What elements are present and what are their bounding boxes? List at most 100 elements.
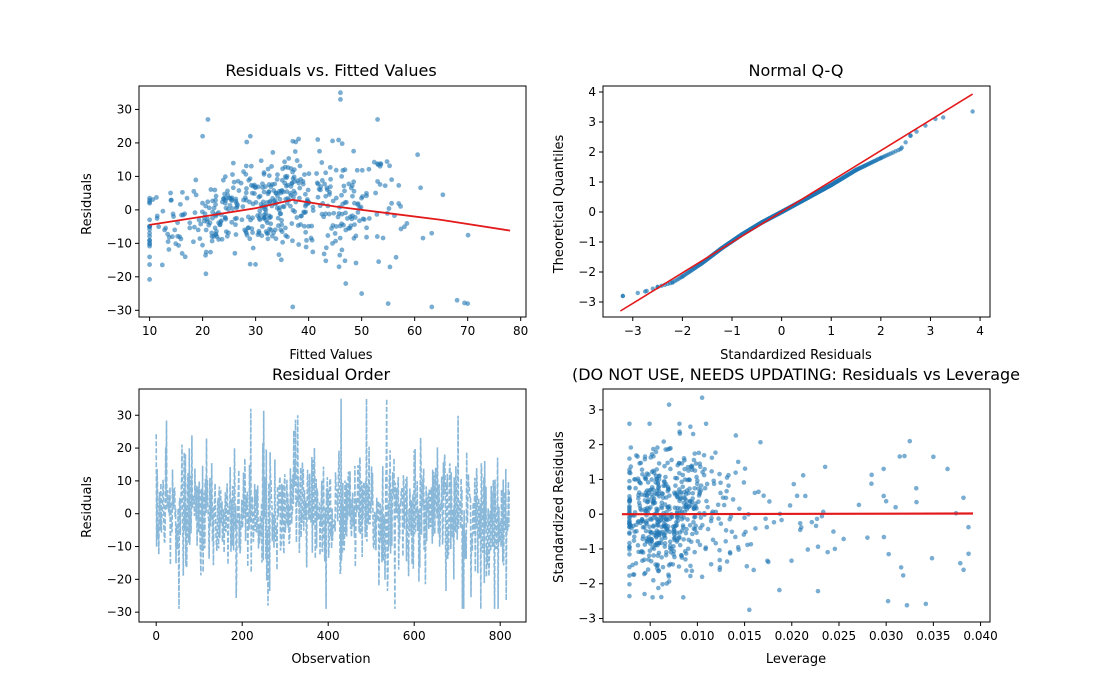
data-point (231, 179, 237, 185)
data-point (685, 546, 691, 552)
y-tick-label: 0 (124, 507, 132, 521)
data-point (328, 176, 334, 182)
data-point (286, 156, 292, 161)
data-point (233, 198, 239, 204)
data-point (247, 176, 253, 181)
data-point (711, 481, 717, 487)
data-point (302, 191, 308, 197)
data-point (198, 221, 204, 227)
data-point (748, 542, 754, 547)
plot-area: 0 200 400 600 800 −30 −20 −10 0 10 20 30 (107, 388, 527, 643)
data-point (402, 224, 407, 230)
data-point (147, 238, 153, 243)
y-tick-label: −20 (107, 270, 132, 284)
data-point (794, 493, 800, 499)
data-point (282, 159, 287, 165)
data-point (329, 226, 334, 231)
data-point (277, 205, 282, 211)
data-point (200, 200, 205, 206)
data-point (627, 540, 632, 546)
data-point (662, 544, 668, 549)
y-tick-label: 2 (588, 438, 596, 452)
data-point (304, 237, 309, 243)
data-point (652, 500, 658, 506)
y-axis-label: Residuals (80, 173, 95, 235)
data-point (671, 536, 677, 541)
data-point (233, 232, 239, 237)
data-point (659, 504, 664, 509)
data-point (326, 211, 332, 217)
data-point (689, 463, 695, 469)
data-point (327, 192, 332, 197)
data-point (213, 232, 219, 238)
data-point (688, 563, 693, 569)
data-point (702, 485, 708, 491)
data-point (798, 525, 804, 530)
data-point (753, 526, 758, 531)
data-point (929, 555, 935, 561)
data-point (323, 258, 329, 264)
data-point (646, 553, 652, 558)
data-point (298, 176, 304, 182)
x-tick-label: 0.020 (775, 629, 809, 643)
data-point (209, 238, 215, 244)
data-point (338, 90, 343, 96)
data-point (747, 607, 752, 613)
x-tick-label: 20 (195, 324, 210, 338)
x-tick-label: 800 (489, 629, 512, 643)
data-point (389, 177, 395, 183)
data-point (671, 548, 677, 554)
plot-area: 10 20 30 40 50 60 70 80 −30 −20 −10 0 10 20 30 (107, 85, 528, 338)
data-point (278, 257, 284, 263)
data-point (701, 452, 707, 458)
data-point (627, 485, 632, 491)
data-point (841, 536, 846, 542)
chart-title: Normal Q-Q (749, 61, 844, 80)
data-point (683, 530, 689, 536)
data-point (233, 222, 238, 228)
data-point (815, 544, 821, 550)
y-tick-label: 4 (588, 85, 596, 99)
data-point (627, 505, 632, 510)
data-point (338, 96, 343, 102)
data-point (282, 174, 288, 180)
data-point (375, 117, 380, 122)
data-point (913, 485, 919, 491)
data-point (682, 489, 687, 495)
data-point (679, 479, 684, 485)
data-point (692, 515, 697, 520)
data-point (660, 564, 666, 570)
y-tick-label: 20 (117, 136, 132, 150)
data-point (260, 199, 266, 205)
data-point (674, 509, 680, 514)
data-point (147, 262, 153, 267)
data-point (683, 557, 688, 562)
data-point (650, 446, 656, 452)
data-point (209, 230, 215, 236)
data-point (653, 449, 659, 455)
data-point (352, 215, 358, 220)
data-point (664, 581, 670, 586)
panel-residual-order: Residual Order Observation Residuals 0 20… (80, 365, 527, 667)
data-point (179, 251, 185, 256)
data-point (418, 185, 423, 191)
data-point (670, 562, 676, 567)
data-point (147, 200, 153, 206)
y-tick-label: 1 (588, 175, 596, 189)
data-point (203, 203, 209, 209)
data-point (814, 516, 820, 522)
data-point (192, 210, 198, 216)
data-point (692, 451, 698, 456)
data-point (376, 259, 382, 265)
x-tick-label: 0.040 (963, 629, 997, 643)
data-point (692, 549, 697, 555)
data-point (337, 252, 343, 258)
data-point (333, 238, 338, 244)
y-tick-label: 0 (124, 203, 132, 217)
chart-title: Residuals vs. Fitted Values (225, 61, 436, 80)
data-point (733, 534, 738, 540)
data-point (223, 216, 229, 222)
data-point (881, 466, 886, 472)
data-point (651, 454, 656, 459)
data-point (355, 202, 361, 208)
